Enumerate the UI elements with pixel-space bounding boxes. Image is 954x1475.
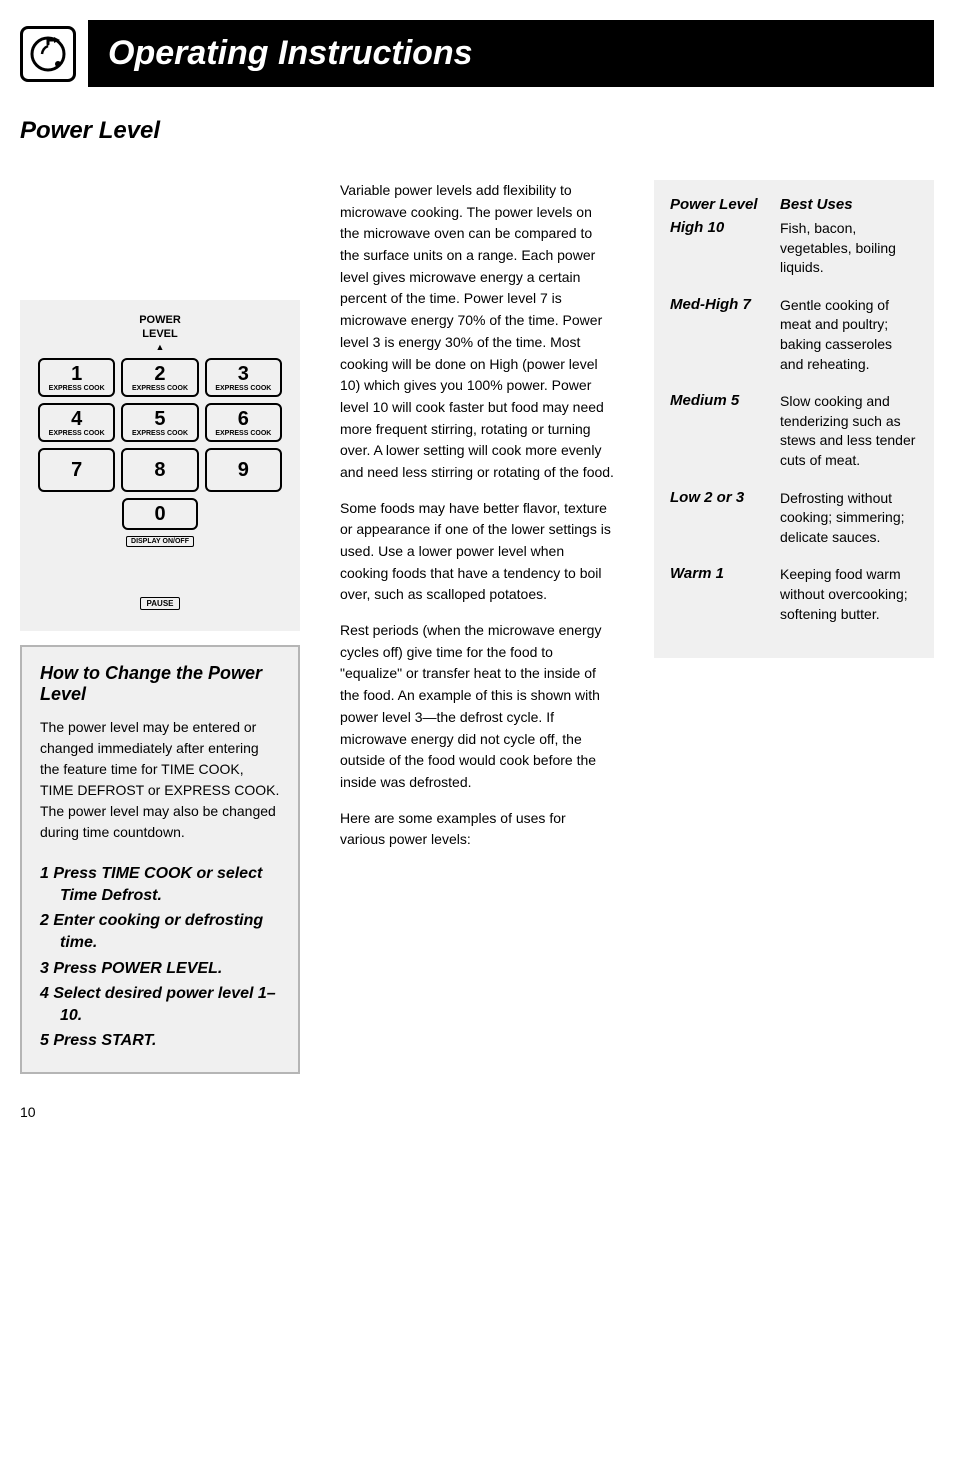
page-number: 10 [0, 1074, 954, 1140]
info-box-title: How to Change the Power Level [40, 663, 280, 705]
uses-warm: Keeping food warm without overcooking; s… [780, 565, 918, 624]
keypad-8[interactable]: 8 [121, 448, 198, 492]
logo-svg [28, 34, 68, 74]
table-header-uses: Best Uses [780, 196, 853, 213]
info-box: How to Change the Power Level The power … [20, 645, 300, 1074]
logo-icon [20, 26, 76, 82]
keypad-1[interactable]: 1EXPRESS COOK [38, 358, 115, 397]
section-title: Power Level [0, 117, 954, 145]
body-p4: Here are some examples of uses for vario… [340, 808, 614, 851]
level-low: Low 2 or 3 [670, 489, 780, 548]
uses-medium: Slow cooking and tenderizing such as ste… [780, 392, 918, 470]
keypad-panel: POWER LEVEL ▲ 1EXPRESS COOK 2EXPRESS COO… [20, 300, 300, 631]
body-p3: Rest periods (when the microwave energy … [340, 620, 614, 794]
step-4: 4 Select desired power level 1–10. [40, 983, 280, 1026]
power-level-label2: LEVEL [38, 328, 282, 340]
uses-high: Fish, bacon, vegetables, boiling liquids… [780, 219, 918, 278]
keypad-3[interactable]: 3EXPRESS COOK [205, 358, 282, 397]
level-warm: Warm 1 [670, 565, 780, 624]
keypad-7[interactable]: 7 [38, 448, 115, 492]
keypad-2[interactable]: 2EXPRESS COOK [121, 358, 198, 397]
uses-medhigh: Gentle cooking of meat and poultry; baki… [780, 296, 918, 374]
step-2: 2 Enter cooking or defrosting time. [40, 910, 280, 953]
keypad-4[interactable]: 4EXPRESS COOK [38, 403, 115, 442]
page-title: Operating Instructions [88, 20, 934, 87]
table-header-level: Power Level [670, 196, 780, 213]
keypad-9[interactable]: 9 [205, 448, 282, 492]
step-3: 3 Press POWER LEVEL. [40, 958, 280, 980]
pause-button[interactable]: PAUSE [140, 597, 181, 610]
body-p1: Variable power levels add flexibility to… [340, 180, 614, 484]
body-p2: Some foods may have better flavor, textu… [340, 498, 614, 606]
uses-low: Defrosting without cooking; simmering; d… [780, 489, 918, 548]
level-high: High 10 [670, 219, 780, 278]
display-onoff-button[interactable]: DISPLAY ON/OFF [126, 536, 194, 547]
arrow-up-icon: ▲ [38, 342, 282, 352]
power-level-label1: POWER [38, 314, 282, 326]
info-box-text: The power level may be entered or change… [40, 717, 280, 843]
level-medhigh: Med-High 7 [670, 296, 780, 374]
keypad-5[interactable]: 5EXPRESS COOK [121, 403, 198, 442]
keypad-0[interactable]: 0 [122, 498, 198, 530]
keypad-6[interactable]: 6EXPRESS COOK [205, 403, 282, 442]
level-medium: Medium 5 [670, 392, 780, 470]
power-level-table: Power Level Best Uses High 10Fish, bacon… [654, 180, 934, 658]
step-5: 5 Press START. [40, 1030, 280, 1052]
step-1: 1 Press TIME COOK or select Time Defrost… [40, 863, 280, 906]
